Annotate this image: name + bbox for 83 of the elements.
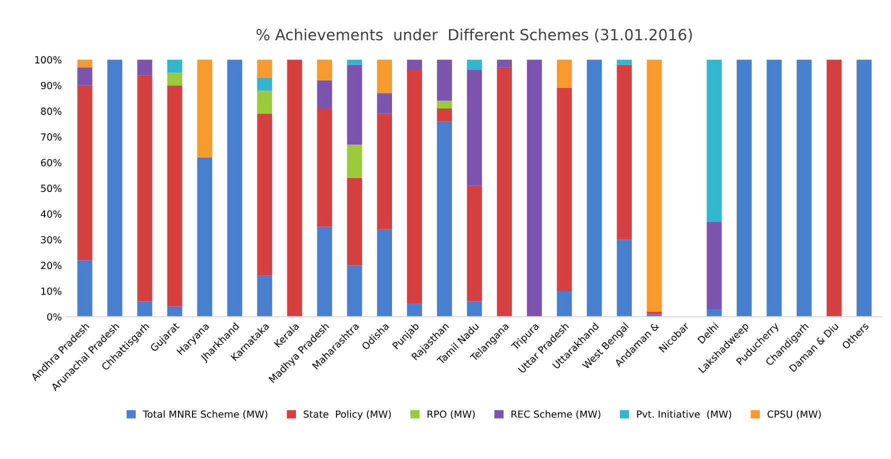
bar [167,60,182,73]
y-tick-label: 90% [40,82,62,90]
bar [107,60,122,317]
bar [347,178,362,266]
bar [466,301,482,317]
y-tick-label: 100% [35,56,62,64]
chart-title: % Achievements under Different Schemes (31.01.2016) [256,28,692,42]
bar [796,60,812,317]
bar [347,60,362,65]
legend-label: State Policy (MW) [304,410,391,420]
y-tick-label: 70% [41,133,62,141]
bar [137,75,152,302]
bar [377,229,392,317]
bar [77,67,92,86]
bar [377,60,392,94]
bar [436,60,452,101]
bar [137,60,152,76]
bar [317,80,332,109]
bar [407,304,422,317]
bar [167,85,182,306]
bar [556,291,572,317]
bar [167,306,182,317]
legend-label: CPSU (MW) [768,410,821,419]
bar [556,88,572,292]
bar [347,144,362,178]
bar [616,60,632,65]
bar [496,60,512,68]
y-tick-label: 50% [41,184,62,192]
bar [77,85,92,260]
bar [496,67,512,317]
bar [257,276,272,317]
legend-label: Pvt. Initiative (MW) [637,410,732,419]
y-tick-label: 60% [41,158,62,166]
bar [436,100,452,109]
bar [77,260,92,317]
bar [257,90,272,114]
bar [616,64,632,240]
bar [646,312,662,314]
bar [526,60,542,317]
bar [407,70,422,304]
bar [466,186,482,302]
y-tick-label: 30% [41,236,62,244]
bar [436,121,452,317]
bar [257,114,272,276]
bar [646,60,662,312]
bar [436,108,452,122]
bar [706,222,722,309]
bar [766,60,782,317]
y-tick-label: 10% [41,287,62,295]
bar [137,301,152,317]
bar [556,60,572,88]
y-tick-label: 20% [41,262,62,270]
bar [706,309,722,317]
legend-label: Total MNRE Scheme (MW) [142,410,268,419]
bar [466,60,482,70]
bar [317,60,332,80]
bar [197,60,212,158]
y-tick-label: 40% [40,210,62,218]
bar [317,226,332,317]
bar [706,60,722,222]
y-tick-label: 80% [41,108,62,115]
legend-label: REC Scheme (MW) [512,410,600,419]
y-tick-label: 0% [47,313,62,321]
bar [227,60,242,317]
bar [466,70,482,186]
bar [317,108,332,227]
bar [407,60,422,70]
bar [167,72,182,86]
bar [77,60,92,68]
bar [856,60,872,317]
bar [197,157,212,317]
bar [736,60,752,317]
bar [377,93,392,114]
bar [287,60,302,317]
bar [257,78,272,91]
bar [347,64,362,144]
bar [616,240,632,317]
bar [347,265,362,317]
bar [257,60,272,78]
bar [826,60,842,317]
bar [377,114,392,230]
legend-label: RPO (MW) [428,410,475,419]
bar [586,60,602,317]
